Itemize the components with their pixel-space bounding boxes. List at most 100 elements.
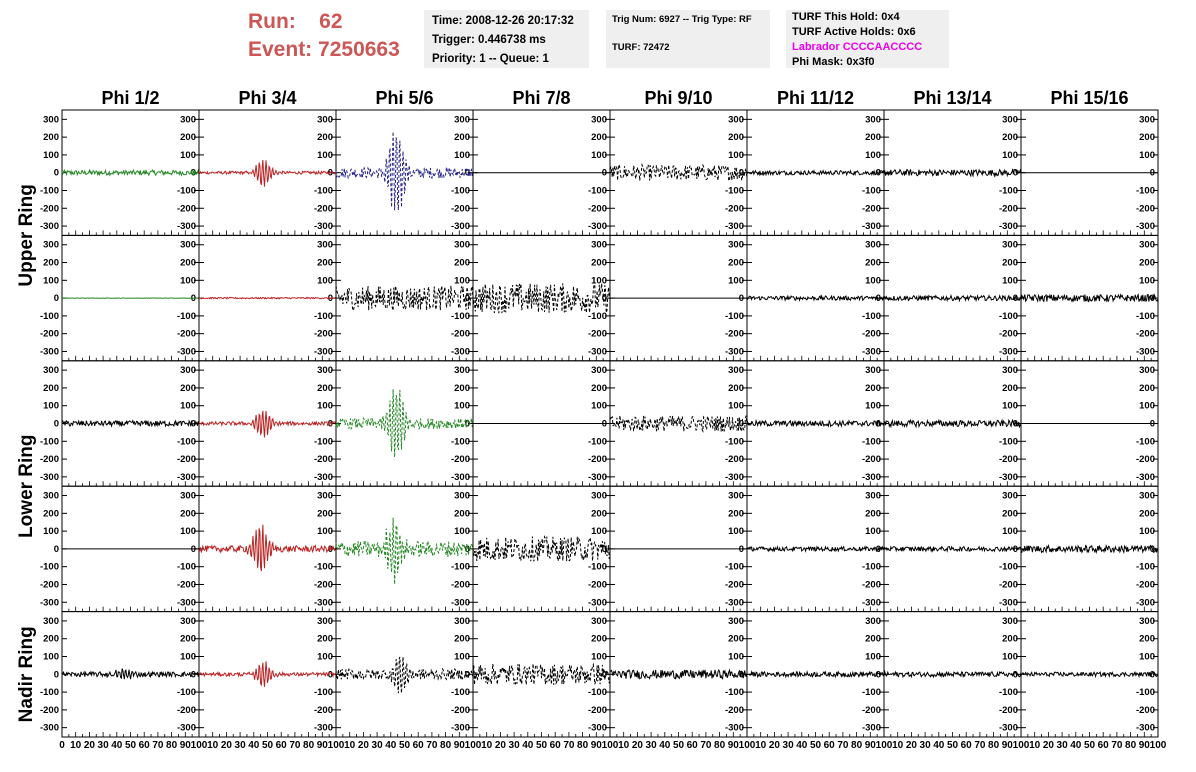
y-tick-label: -200	[1136, 203, 1155, 214]
x-tick-label: 100	[465, 740, 482, 751]
y-tick-label: -100	[588, 185, 607, 196]
y-tick-label: 300	[865, 491, 881, 502]
y-tick-label: 200	[454, 634, 470, 645]
phi-mask-text: Phi Mask: 0x3f0	[792, 56, 875, 68]
event-label: Event:	[248, 38, 313, 61]
y-tick-label: 300	[454, 365, 470, 376]
waveform-trace	[199, 296, 337, 300]
y-tick-label: 100	[317, 401, 333, 412]
x-tick-label: 80	[303, 740, 315, 751]
y-tick-label: 200	[591, 508, 607, 519]
y-tick-label: 200	[1139, 383, 1155, 394]
x-tick-label: 90	[1002, 740, 1014, 751]
y-tick-label: 200	[43, 132, 59, 143]
y-tick-label: -200	[999, 203, 1018, 214]
y-tick-label: -300	[588, 472, 607, 483]
y-tick-label: -200	[40, 454, 59, 465]
x-tick-label: 70	[426, 740, 438, 751]
y-tick-label: 300	[43, 240, 59, 251]
y-tick-label: -200	[40, 579, 59, 590]
y-tick-label: 0	[602, 544, 607, 555]
y-tick-label: 300	[1002, 240, 1018, 251]
y-tick-label: -300	[725, 346, 744, 357]
y-tick-label: -300	[40, 597, 59, 608]
y-tick-label: 200	[591, 634, 607, 645]
y-tick-label: -300	[1136, 597, 1155, 608]
waveform-trace	[609, 414, 748, 433]
x-tick-label: 90	[865, 740, 877, 751]
y-tick-label: -300	[999, 723, 1018, 734]
y-tick-label: 300	[1139, 365, 1155, 376]
x-tick-label: 50	[399, 740, 411, 751]
x-tick-label: 0	[59, 740, 65, 751]
x-tick-label: 10	[1029, 740, 1041, 751]
column-title: Phi 9/10	[644, 88, 712, 108]
x-tick-label: 40	[522, 740, 534, 751]
y-tick-label: -200	[862, 329, 881, 340]
y-tick-label: -100	[1136, 687, 1155, 698]
x-tick-label: 100	[876, 740, 893, 751]
y-tick-label: -200	[177, 329, 196, 340]
y-tick-label: 0	[54, 293, 59, 304]
y-tick-label: 100	[180, 652, 196, 663]
x-tick-label: 80	[440, 740, 452, 751]
time-trigger-box: Time: 2008-12-26 20:17:32 Trigger: 0.446…	[424, 10, 589, 68]
ring-label: Nadir Ring	[16, 626, 37, 722]
y-tick-label: -300	[177, 346, 196, 357]
waveform-trace	[61, 668, 200, 680]
y-tick-label: 100	[865, 401, 881, 412]
y-tick-label: 0	[602, 669, 607, 680]
y-tick-label: -200	[862, 203, 881, 214]
y-tick-label: -300	[451, 221, 470, 232]
y-tick-label: 200	[317, 132, 333, 143]
y-tick-label: -100	[725, 687, 744, 698]
panel-frame	[472, 485, 611, 613]
y-tick-label: -100	[40, 436, 59, 447]
y-tick-label: 300	[180, 240, 196, 251]
x-tick-label: 20	[906, 740, 918, 751]
run-label: Run:	[248, 10, 296, 33]
y-tick-label: 0	[465, 419, 470, 430]
y-tick-label: -300	[1136, 723, 1155, 734]
y-tick-label: -100	[40, 687, 59, 698]
x-tick-label: 30	[783, 740, 795, 751]
x-tick-label: 10	[755, 740, 767, 751]
y-tick-label: 200	[317, 634, 333, 645]
y-tick-label: 100	[1002, 526, 1018, 537]
x-tick-label: 30	[372, 740, 384, 751]
x-tick-label: 40	[385, 740, 397, 751]
y-tick-label: 200	[1139, 132, 1155, 143]
y-tick-label: 300	[317, 240, 333, 251]
waveform-trace	[883, 293, 1022, 303]
x-tick-label: 20	[769, 740, 781, 751]
x-tick-label: 80	[577, 740, 589, 751]
y-tick-label: 200	[454, 508, 470, 519]
y-tick-label: -100	[314, 311, 333, 322]
y-tick-label: 200	[865, 258, 881, 269]
y-tick-label: -300	[725, 221, 744, 232]
y-tick-label: 300	[865, 365, 881, 376]
y-tick-label: 300	[728, 114, 744, 125]
y-tick-label: -300	[177, 723, 196, 734]
y-tick-label: 100	[317, 150, 333, 161]
y-tick-label: -100	[862, 687, 881, 698]
x-tick-label: 90	[728, 740, 740, 751]
y-tick-label: -300	[40, 221, 59, 232]
y-tick-label: 0	[876, 669, 881, 680]
y-tick-label: -200	[177, 203, 196, 214]
y-tick-label: 100	[1139, 401, 1155, 412]
y-tick-label: -200	[588, 705, 607, 716]
x-tick-label: 20	[84, 740, 96, 751]
y-tick-label: -100	[314, 185, 333, 196]
y-tick-label: -200	[725, 454, 744, 465]
event-value: 7250663	[318, 38, 400, 61]
waveform-trace	[335, 131, 474, 211]
y-tick-label: 300	[43, 491, 59, 502]
y-tick-label: 200	[728, 258, 744, 269]
y-tick-label: 100	[728, 150, 744, 161]
y-tick-label: -300	[588, 221, 607, 232]
y-tick-label: -200	[177, 454, 196, 465]
y-tick-label: 100	[591, 401, 607, 412]
y-tick-label: -200	[177, 705, 196, 716]
y-tick-label: -300	[451, 597, 470, 608]
